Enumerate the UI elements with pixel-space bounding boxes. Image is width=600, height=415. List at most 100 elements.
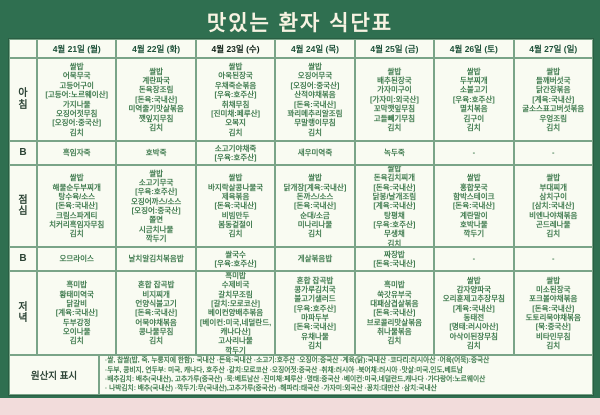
menu-item: 꽈리메추리알조림 <box>287 108 343 118</box>
menu-item: 콩가루김치국 <box>294 284 336 294</box>
menu-item: 김치 <box>308 341 322 351</box>
menu-item: 쌀밥 <box>228 62 243 71</box>
menu-item: 불고기샐러드 <box>294 294 336 304</box>
menu-cell: 쌀밥 미소된장국 포크볼야채볶음 [돈육:국내산] 도토리묵야채볶음 [묵:중국산] 비타민… <box>513 271 593 355</box>
menu-item: 홍합뭇국 <box>460 182 488 192</box>
menu-cell: 쌀밥 어묵무국 고등어구이 [고등어:노르웨이산] 가지나물 오징어젓무침 [오징어:중국산… <box>37 58 117 141</box>
menu-item: 오징어젓무침 <box>56 108 98 118</box>
menu-item: 쌀밥 <box>466 173 481 183</box>
menu-item: 오복지 <box>225 118 246 128</box>
origin-label: 원산지 표시 <box>9 355 99 395</box>
menu-item: 흑임자죽 <box>62 148 91 158</box>
menu-item: 쌀밥 <box>466 275 481 285</box>
menu-item: 바지락살콩나물국 <box>207 182 264 192</box>
menu-item: 흑미밥 <box>66 280 88 290</box>
menu-item: 김치 <box>69 127 84 137</box>
menu-item: 닭개장[계육:국내산] <box>283 182 347 192</box>
menu-cell: - <box>513 141 593 165</box>
menu-item: [오징어:중국산] <box>52 118 102 128</box>
menu-item: 쌀밥 <box>228 173 243 183</box>
menu-item: 쌀밥 <box>149 66 164 76</box>
menu-item: 깍두기 <box>463 229 485 239</box>
menu-cell: 날치알김치볶음밥 <box>116 247 196 271</box>
menu-item: 돈육김치찌개 <box>373 173 416 183</box>
menu-cell: 쌀밥 해물순두부찌개 탕수육/소스 [돈육:국내산] 크림스파게티 치커리흑임자무침 김치 <box>37 165 117 247</box>
menu-item: 비엔나야채볶음 <box>529 210 578 220</box>
corner-cell <box>9 39 37 58</box>
origin-line: · 나박김치: 배추(국내산) ·깍두기:무(국내산),고추가루(중국산) ·해… <box>105 385 437 393</box>
menu-item: 김치 <box>387 122 402 132</box>
menu-item: 김치 <box>149 122 164 132</box>
menu-item: 언양식불고기 <box>135 298 177 308</box>
menu-item: [고등어:노르웨이산] <box>45 90 109 100</box>
menu-item: 아욱된장국 <box>218 71 253 81</box>
day-header-3: 4월 23일 (수) <box>195 39 276 58</box>
menu-item: 소불고기 <box>460 85 488 95</box>
menu-cell: 소고기야채죽 [우육:호주산] <box>195 141 276 165</box>
menu-item: 감자양파국 <box>456 284 492 294</box>
menu-cell: 흑미밥 쑥갓유부국 대패삼겹살볶음 [돈육:국내산] 브로콜리맛살볶음 취나물볶음 김치 <box>354 271 435 355</box>
menu-item: 김치 <box>387 238 402 247</box>
day-header-6: 4월 26일 (토) <box>434 39 514 58</box>
menu-item: 우엉조림 <box>539 113 568 123</box>
menu-item: 꼬막깻잎무침 <box>373 104 416 114</box>
origin-line: ·배추김치: 배추(국내산), 고추가루(중국산) ·묵:베트남산 ·진미채:페… <box>105 376 486 383</box>
menu-cell: 쌀밥 돈육김치찌개 [돈육:국내산] 닭봉/날개조림 [계육:국내산] 탕평채 [우육:호주… <box>354 165 435 247</box>
menu-item: 흑미밥 <box>225 271 246 280</box>
menu-item: 쌀밥 <box>308 173 322 183</box>
menu-item: 두부강정 <box>62 317 91 327</box>
menu-item: 김치 <box>228 127 243 137</box>
origin-content: ·쌀, 찹쌀(밥, 죽, 누룽지에 한함): 국내산 ·돈육:국내산 ·소고기:… <box>99 355 593 395</box>
menu-item: [우육:호주산] <box>214 259 257 268</box>
menu-item: 고등어구이 <box>59 80 94 90</box>
menu-item: [돈육:국내산] <box>135 94 178 104</box>
meal-row-B: B 흑임자죽 호박죽 소고기야채죽 [우육:호주산] 새우미역죽 녹두죽 - - <box>9 141 593 165</box>
menu-cell: 쌀밥 오징어무국 [오징어:중국산] 산적야채볶음 [돈육:국내산] 꽈리메추리알조림 무말… <box>275 58 355 141</box>
menu-item: 콩나물무침 <box>138 327 174 337</box>
menu-item: 비빔만두 <box>221 210 250 220</box>
menu-item: 쌀밥 <box>546 275 561 285</box>
menu-item: [베이컨:미국,네덜란드,캐나다산] <box>199 317 272 337</box>
menu-cell: 쌀밥 아욱된장국 우채죽순볶음 [우육:호주산] 취채무침 [진미채:페루산] 오복지 김치 <box>195 58 276 141</box>
menu-item: 우채죽순볶음 <box>214 80 257 90</box>
menu-item: [삼치:국내산] <box>532 201 575 211</box>
row-label: 아침 <box>9 58 37 141</box>
menu-item: 게살볶음밥 <box>297 254 333 264</box>
menu-item: 부대찌개 <box>539 182 568 192</box>
menu-item: 돈육장조림 <box>138 85 174 95</box>
menu-item: 함박스테이크 <box>453 191 495 201</box>
menu-cell: 쌀밥 계란파국 돈육장조림 [돈육:국내산] 미역줄기맛살볶음 깻잎지무침 김치 <box>116 58 196 141</box>
menu-item: 미역줄기맛살볶음 <box>128 104 184 114</box>
menu-item: 브로콜리맛살볶음 <box>366 317 422 327</box>
row-label: B <box>9 141 37 165</box>
menu-item: 봄동겉절이 <box>218 220 253 230</box>
menu-item: [계육:국내산] <box>373 201 416 211</box>
menu-item: [돈육:국내산] <box>532 303 575 313</box>
menu-item: [우육:호주산] <box>452 94 495 104</box>
menu-cell: 혼합 잡곡밥 비지찌개 언양식불고기 [돈육:국내산] 어묵야채볶음 콩나물무침 김치 <box>116 271 196 355</box>
menu-item: 김구이 <box>463 113 485 123</box>
menu-item: [돈육:국내산] <box>373 259 416 268</box>
menu-item: 김치 <box>149 336 164 346</box>
menu-item: 오므라이스 <box>59 254 94 264</box>
menu-item: 비타민무침 <box>535 331 571 341</box>
menu-item: [돈육:국내산] <box>55 201 98 211</box>
menu-item: 쌀국수 <box>225 249 246 259</box>
menu-item: 가지나물 <box>62 99 91 109</box>
menu-item: 치커리흑임자무침 <box>49 220 105 230</box>
menu-cell: 쌀밥 배추된장국 가자미구이 [가자미:외국산] 꼬막깻잎무침 고들빼기무침 김치 <box>354 58 435 141</box>
menu-item: 순대/소금 <box>300 210 330 220</box>
menu-item: 호박나물 <box>460 220 488 230</box>
menu-item: [오징어:중국산] <box>131 206 181 215</box>
menu-item: 닭봉/날개조림 <box>372 191 417 201</box>
menu-item: 도토리묵야채볶음 <box>525 313 581 322</box>
menu-item: 쌀밥 <box>387 165 402 173</box>
menu-item: [돈육:국내산] <box>214 201 257 211</box>
menu-item: 제육볶음 <box>221 191 250 201</box>
menu-item: 김치 <box>69 336 84 346</box>
day-header-1: 4월 21일 (월) <box>37 39 117 58</box>
menu-item: 대패삼겹살볶음 <box>370 298 419 308</box>
menu-cell: 쌀밥 부대찌개 삼치구이 [삼치:국내산] 비엔나야채볶음 곤드레나물 김치 <box>513 165 593 247</box>
menu-item: 혼합 잡곡밥 <box>137 280 175 290</box>
menu-item: 수제비국 <box>221 280 250 290</box>
